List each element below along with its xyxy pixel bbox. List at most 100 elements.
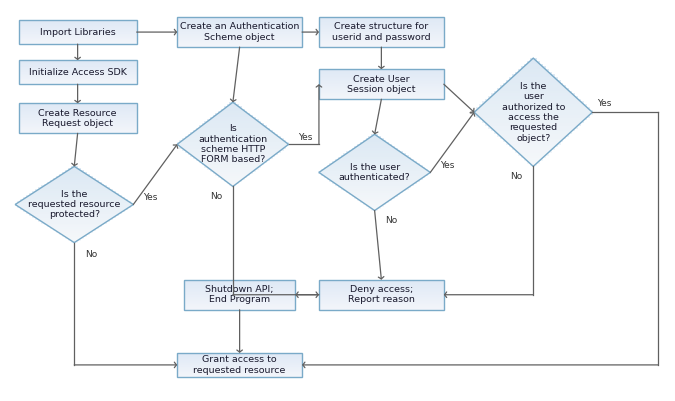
Bar: [177, 36, 302, 37]
Bar: [184, 308, 296, 309]
Bar: [319, 97, 444, 98]
Bar: [227, 104, 239, 106]
Bar: [19, 61, 136, 62]
Bar: [61, 235, 86, 237]
Bar: [491, 129, 575, 131]
Bar: [180, 146, 286, 148]
Bar: [71, 241, 78, 243]
Bar: [19, 112, 136, 113]
Bar: [19, 119, 136, 120]
Bar: [319, 18, 444, 19]
Bar: [346, 152, 403, 154]
Bar: [71, 166, 78, 168]
Bar: [177, 24, 302, 25]
Bar: [19, 39, 136, 40]
Bar: [518, 153, 549, 156]
Bar: [319, 33, 444, 34]
Bar: [196, 128, 270, 130]
Bar: [19, 120, 136, 121]
Bar: [177, 358, 302, 359]
Bar: [319, 288, 444, 289]
Bar: [207, 168, 259, 170]
Bar: [19, 71, 136, 72]
Bar: [319, 30, 444, 31]
Bar: [29, 193, 119, 195]
Bar: [506, 142, 560, 145]
Bar: [184, 300, 296, 301]
Bar: [19, 30, 136, 31]
Bar: [319, 296, 444, 297]
Bar: [332, 161, 417, 163]
Bar: [319, 297, 444, 298]
Bar: [177, 367, 302, 368]
Bar: [177, 355, 302, 356]
Bar: [344, 154, 406, 155]
Bar: [177, 34, 302, 35]
Bar: [19, 40, 136, 41]
Bar: [509, 145, 558, 148]
Bar: [218, 176, 248, 178]
Bar: [19, 107, 136, 108]
Bar: [327, 165, 423, 167]
Bar: [319, 83, 444, 84]
Bar: [319, 86, 444, 87]
Bar: [19, 69, 136, 70]
Bar: [319, 80, 444, 81]
Bar: [177, 20, 302, 21]
Bar: [319, 20, 444, 21]
Bar: [53, 229, 96, 231]
Bar: [19, 24, 136, 25]
Bar: [319, 306, 444, 307]
Bar: [24, 210, 125, 212]
Bar: [215, 113, 250, 115]
Bar: [19, 114, 136, 115]
Bar: [344, 190, 406, 192]
Bar: [319, 77, 444, 78]
Bar: [190, 155, 275, 157]
Bar: [19, 23, 136, 24]
Bar: [184, 282, 296, 283]
Bar: [184, 295, 296, 296]
Bar: [19, 43, 136, 44]
Bar: [19, 79, 136, 80]
Bar: [319, 307, 444, 308]
Bar: [319, 17, 444, 18]
Bar: [193, 157, 273, 159]
Bar: [319, 85, 444, 86]
Text: No: No: [385, 216, 398, 225]
Bar: [19, 108, 136, 109]
Bar: [319, 309, 444, 310]
Bar: [497, 134, 570, 137]
Bar: [19, 105, 136, 106]
Bar: [19, 37, 136, 38]
Bar: [19, 130, 136, 132]
Bar: [19, 68, 136, 69]
Bar: [177, 21, 302, 22]
Bar: [319, 301, 444, 302]
Bar: [19, 75, 136, 76]
Bar: [177, 40, 302, 41]
Bar: [184, 309, 296, 310]
Bar: [47, 182, 101, 184]
Bar: [319, 31, 444, 32]
Bar: [19, 77, 136, 78]
Bar: [198, 161, 267, 163]
Bar: [319, 23, 444, 24]
Bar: [224, 106, 242, 109]
Text: Grant access to
requested resource: Grant access to requested resource: [194, 355, 286, 375]
Bar: [319, 305, 444, 306]
Bar: [319, 69, 444, 70]
Bar: [319, 293, 444, 294]
Bar: [19, 64, 136, 65]
Bar: [488, 96, 578, 99]
Bar: [491, 93, 575, 96]
Bar: [319, 26, 444, 27]
Bar: [184, 302, 296, 303]
Bar: [321, 168, 428, 170]
Bar: [188, 134, 278, 136]
Bar: [500, 85, 566, 88]
Bar: [184, 289, 296, 290]
Bar: [19, 22, 136, 23]
Bar: [19, 74, 136, 75]
Bar: [19, 66, 136, 67]
